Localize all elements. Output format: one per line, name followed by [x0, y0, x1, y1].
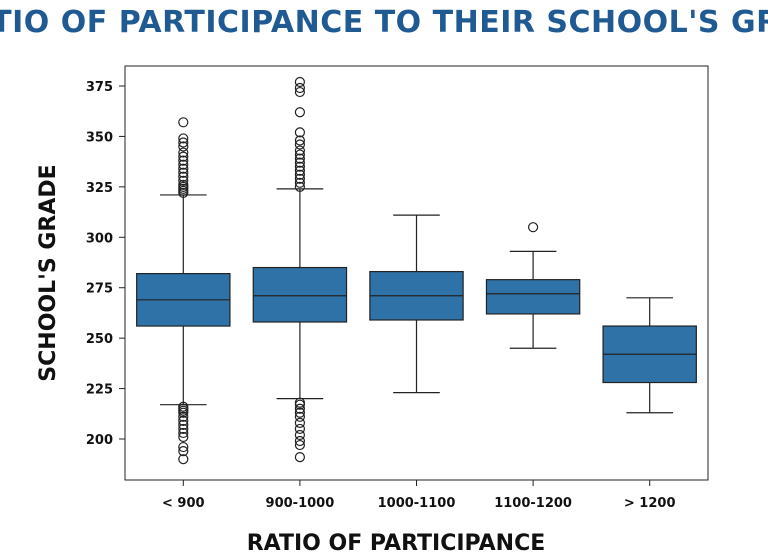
box-series	[136, 76, 697, 465]
outlier-point	[294, 423, 305, 435]
y-axis-title: SCHOOL'S GRADE	[36, 164, 61, 381]
outlier-point	[178, 171, 189, 182]
outlier-point	[178, 441, 189, 453]
y-tick-label: 325	[86, 181, 113, 196]
outlier-point	[178, 163, 189, 174]
outlier-point	[294, 169, 305, 180]
box-group	[485, 222, 581, 349]
box-group	[602, 297, 697, 414]
outlier-point	[178, 415, 189, 426]
chart-title: RATIO OF PARTICIPANCE TO THEIR SCHOOL'S …	[0, 5, 768, 40]
outlier-point	[178, 155, 189, 166]
outlier-point	[294, 435, 305, 447]
outlier-point	[294, 429, 305, 441]
outlier-point	[178, 147, 189, 158]
outlier-point	[294, 161, 305, 172]
outlier-point	[178, 446, 189, 457]
outlier-point	[178, 137, 189, 148]
y-axis: 200 225 250 275 300 325 350 375	[86, 80, 125, 448]
box-group	[252, 76, 348, 463]
outlier-point	[294, 407, 305, 418]
outlier-point	[178, 419, 189, 430]
outlier-point	[294, 397, 305, 408]
iqr-box	[252, 266, 348, 323]
outlier-point	[178, 427, 189, 439]
outlier-point	[178, 117, 189, 128]
outlier-point	[294, 403, 305, 414]
outlier-point	[294, 439, 305, 451]
outlier-point	[178, 175, 189, 186]
x-tick-label: > 1200	[624, 496, 676, 511]
outlier-point	[294, 145, 305, 156]
outlier-point	[294, 82, 305, 94]
outlier-point	[178, 167, 189, 178]
outlier-point	[178, 401, 189, 412]
outlier-point	[178, 179, 189, 190]
outlier-point	[178, 159, 189, 170]
outlier-point	[178, 423, 189, 435]
y-tick-label: 350	[86, 130, 113, 145]
outlier-point	[294, 157, 305, 168]
y-tick-label: 250	[86, 332, 113, 347]
y-tick-label: 275	[86, 282, 113, 297]
x-axis: < 900 900-1000 1000-1100 1100-1200 > 1200	[162, 480, 676, 511]
box-group	[136, 117, 231, 465]
outlier-point	[294, 417, 305, 428]
y-tick-label: 300	[86, 231, 113, 246]
outlier-point	[178, 454, 189, 465]
x-tick-label: < 900	[162, 496, 205, 511]
outlier-point	[294, 173, 305, 184]
y-tick-label: 375	[86, 80, 113, 95]
box-group	[369, 214, 464, 394]
x-axis-title: RATIO OF PARTICIPANCE	[247, 531, 546, 556]
outlier-point	[178, 141, 189, 152]
outlier-point	[294, 181, 305, 192]
outlier-point	[294, 139, 305, 150]
outlier-point	[294, 127, 305, 138]
x-tick-label: 1000-1100	[378, 496, 456, 511]
y-tick-label: 225	[86, 383, 113, 398]
outlier-point	[294, 177, 305, 188]
outlier-point	[178, 133, 189, 144]
outlier-point	[294, 149, 305, 160]
x-tick-label: 1100-1200	[494, 496, 572, 511]
outlier-point	[294, 86, 305, 98]
x-tick-label: 900-1000	[266, 496, 335, 511]
outlier-point	[294, 135, 305, 146]
outlier-point	[178, 411, 189, 422]
outlier-point	[178, 431, 189, 443]
outlier-point	[294, 165, 305, 176]
iqr-box	[485, 279, 581, 315]
outlier-point	[294, 411, 305, 422]
outlier-point	[178, 151, 189, 162]
outlier-point	[294, 76, 305, 88]
outlier-point	[294, 107, 305, 118]
outlier-point	[294, 153, 305, 164]
y-tick-label: 200	[86, 433, 113, 448]
outlier-point	[294, 452, 305, 463]
outlier-point	[527, 222, 539, 233]
